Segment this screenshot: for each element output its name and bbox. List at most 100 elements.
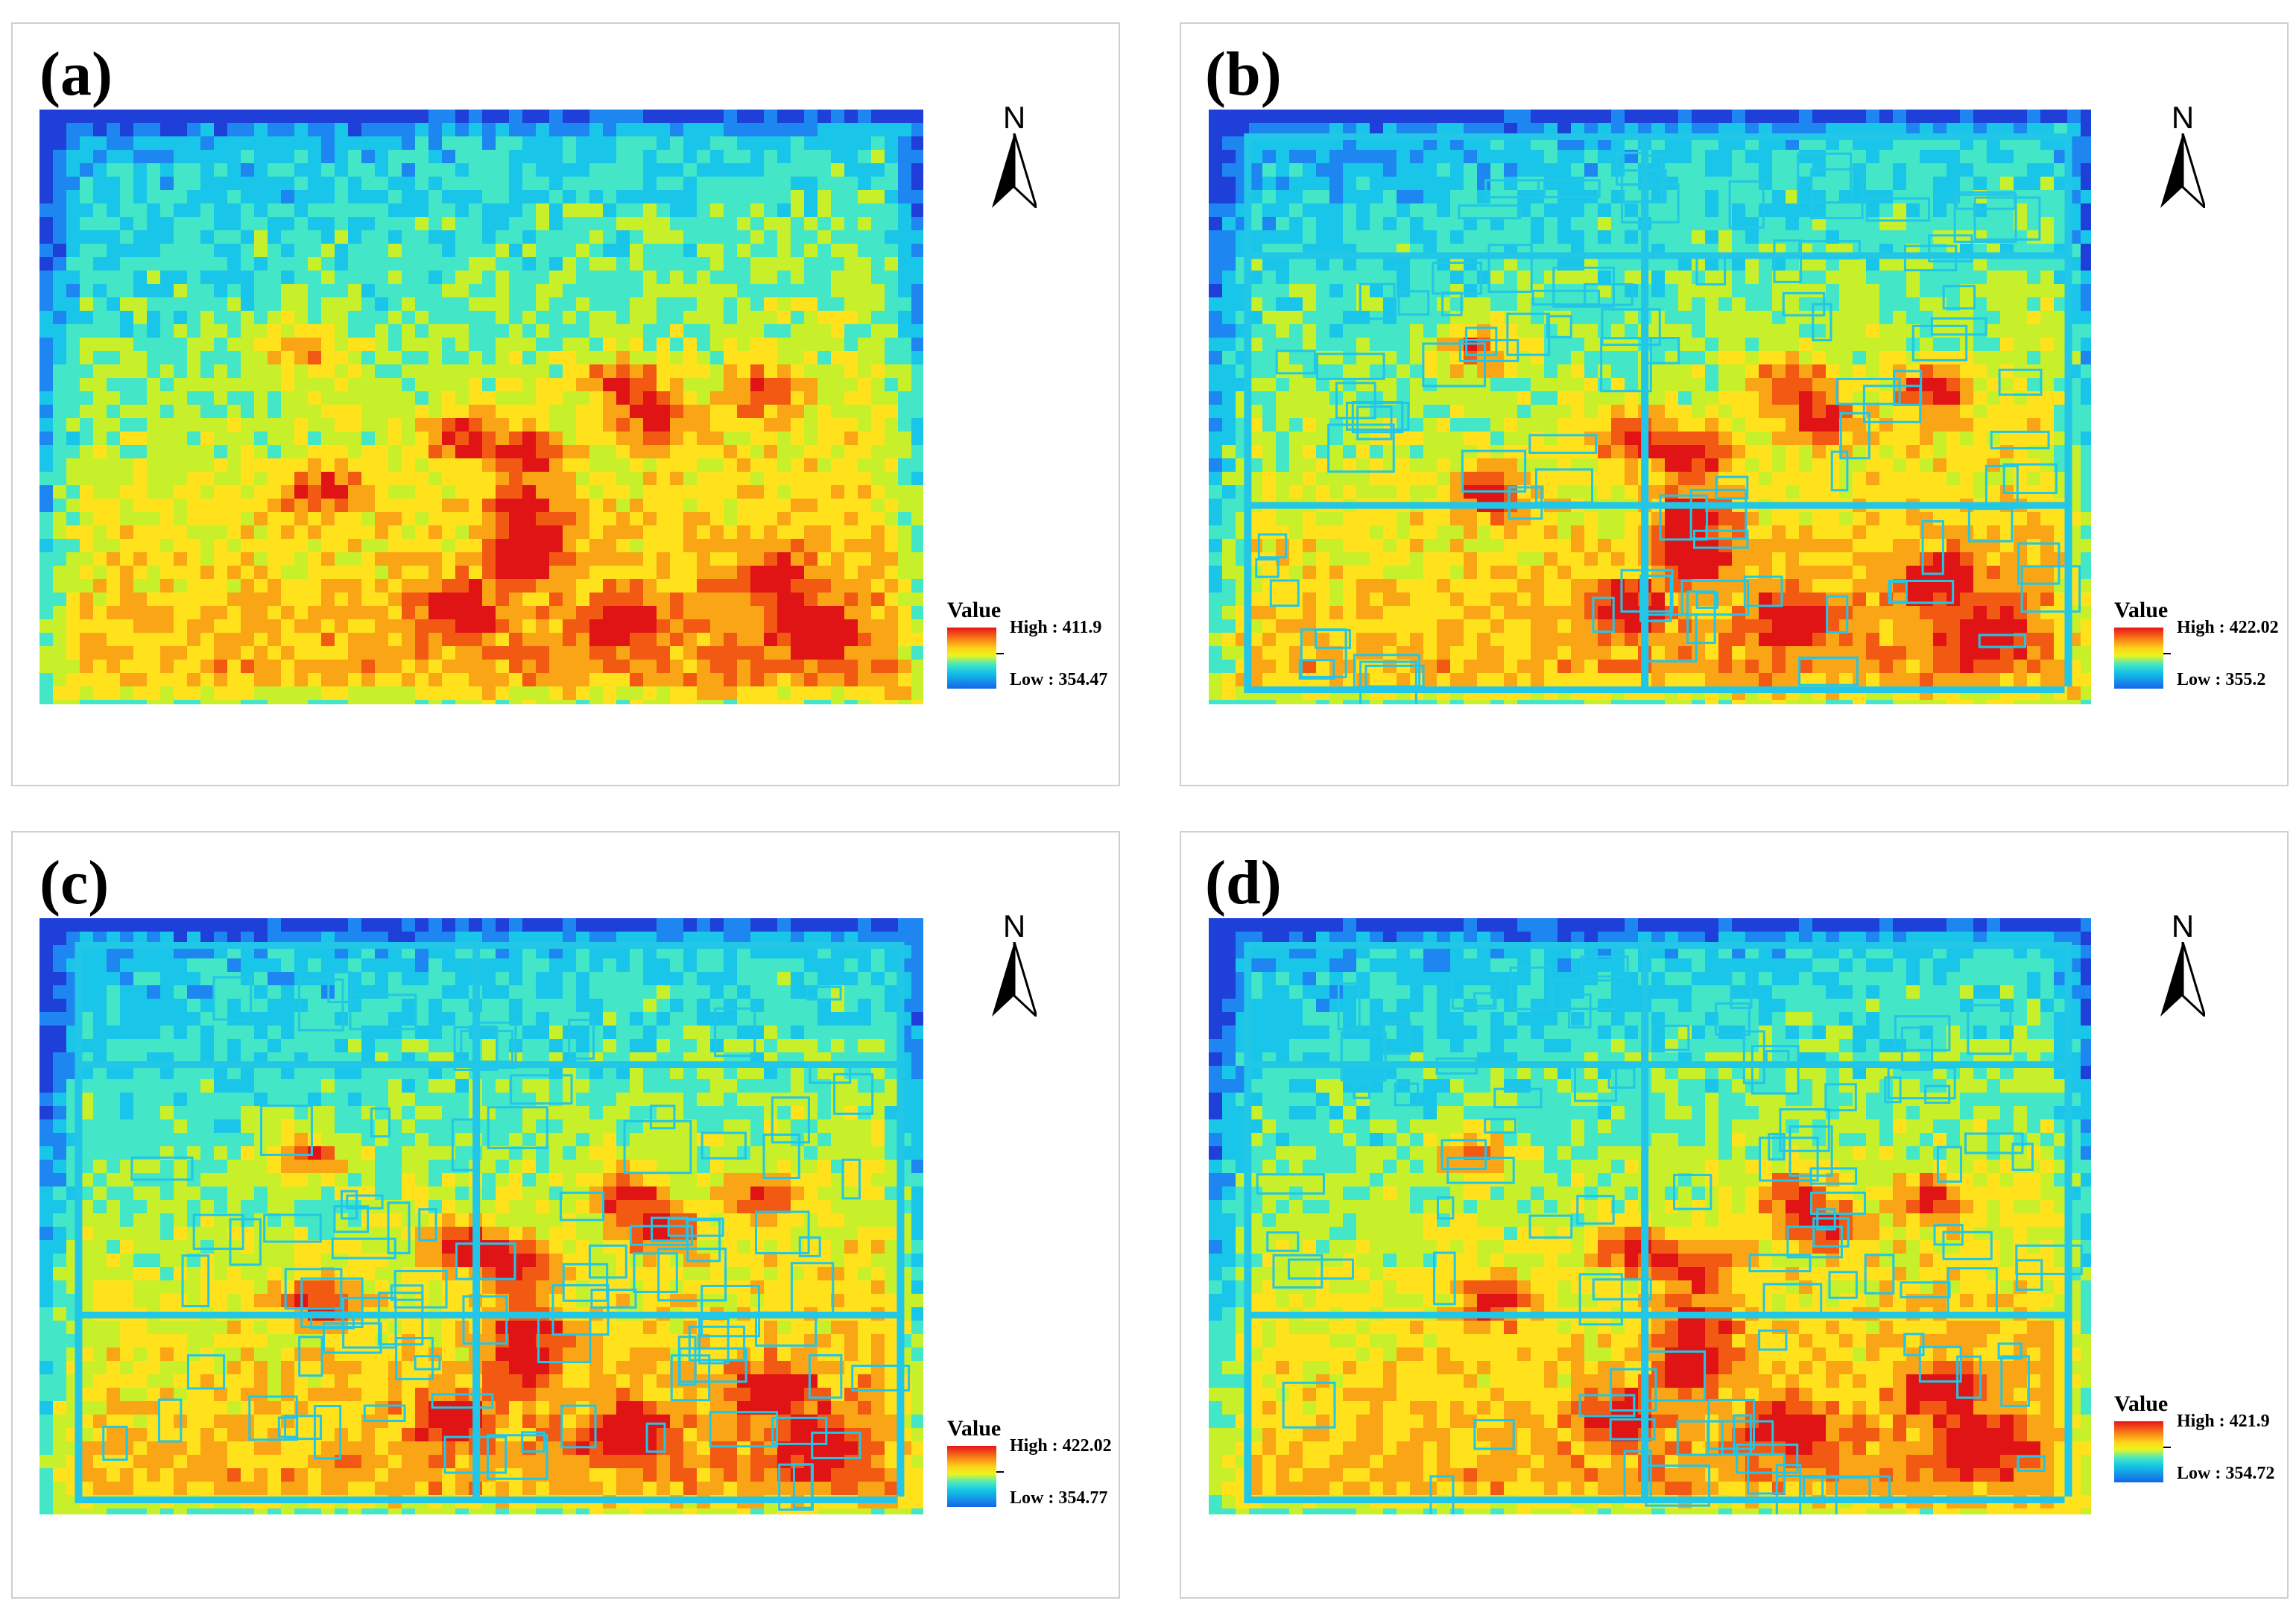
heat-cell: [549, 324, 563, 338]
heat-cell: [804, 136, 818, 151]
heat-cell: [241, 445, 255, 459]
heat-cell: [750, 271, 765, 285]
heat-cell: [1289, 364, 1303, 379]
heat-cell: [1249, 324, 1263, 338]
heat-cell: [1732, 418, 1746, 432]
heat-cell: [750, 311, 765, 325]
heat-cell: [294, 432, 309, 446]
heat-cell: [53, 203, 67, 218]
heat-cell: [442, 338, 456, 352]
heat-cell: [361, 110, 376, 124]
heat-cell: [817, 163, 832, 177]
heat-cell: [1262, 110, 1277, 124]
heat-cell: [241, 257, 255, 271]
heat-cell: [1665, 338, 1679, 352]
heat-cell: [281, 512, 295, 526]
heat-cell: [281, 700, 295, 704]
heat-cell: [791, 123, 805, 137]
heat-cell: [683, 244, 698, 258]
heat-cell: [509, 606, 523, 620]
heat-cell: [321, 499, 335, 513]
heat-cell: [1920, 472, 1934, 486]
heat-cell: [1544, 405, 1558, 419]
heat-cell: [1222, 351, 1236, 365]
heat-cell: [496, 364, 510, 379]
heat-cell: [120, 418, 134, 432]
heat-cell: [1343, 324, 1357, 338]
heat-cell: [536, 566, 550, 580]
heat-cell: [308, 458, 322, 473]
heat-cell: [428, 686, 443, 701]
heat-cell: [710, 566, 724, 580]
heat-cell: [1397, 217, 1411, 231]
heat-cell: [402, 539, 416, 553]
heat-cell: [1209, 311, 1223, 325]
heat-cell: [509, 217, 523, 231]
heat-cell: [174, 673, 188, 687]
heat-cell: [482, 646, 496, 660]
heat-cell: [455, 177, 469, 191]
heat-cell: [616, 351, 630, 365]
heat-cell: [697, 539, 711, 553]
heat-cell: [428, 593, 443, 607]
heat-cell: [1745, 297, 1759, 312]
heat-cell: [496, 418, 510, 432]
heat-cell: [616, 271, 630, 285]
heat-cell: [294, 566, 309, 580]
heat-cell: [348, 150, 362, 164]
heat-cell: [1410, 217, 1424, 231]
heat-cell: [402, 257, 416, 271]
heat-cell: [522, 512, 537, 526]
heat-cell: [93, 284, 107, 298]
heat-cell: [710, 700, 724, 704]
heat-cell: [1879, 257, 1894, 271]
heat-cell: [415, 700, 429, 704]
panel-label: (b): [1205, 40, 1282, 109]
heat-cell: [160, 163, 174, 177]
heat-cell: [643, 136, 657, 151]
heat-cell: [1303, 432, 1317, 446]
heat-cell: [589, 405, 604, 419]
heat-cell: [737, 163, 751, 177]
heat-cell: [724, 136, 738, 151]
heat-cell: [1745, 163, 1759, 177]
heat-cell: [120, 445, 134, 459]
heat-cell: [697, 458, 711, 473]
heat-cell: [522, 244, 537, 258]
heat-cell: [777, 606, 791, 620]
heat-cell: [254, 566, 268, 580]
heat-cell: [1343, 405, 1357, 419]
heat-cell: [683, 136, 698, 151]
heat-cell: [1370, 297, 1384, 312]
heat-cell: [1276, 324, 1290, 338]
heat-cell: [1879, 271, 1894, 285]
heat-cell: [871, 203, 885, 218]
heat-cell: [107, 646, 121, 660]
heat-cell: [1718, 364, 1733, 379]
heat-cell: [871, 432, 885, 446]
heat-cell: [1906, 217, 1920, 231]
heat-cell: [2054, 405, 2068, 419]
heat-cell: [1517, 271, 1531, 285]
heat-cell: [1557, 217, 1572, 231]
heat-cell: [308, 217, 322, 231]
heat-cell: [482, 539, 496, 553]
heat-cell: [160, 378, 174, 392]
heat-cell: [1651, 405, 1666, 419]
heat-cell: [348, 445, 362, 459]
heat-cell: [1598, 177, 1612, 191]
heat-cell: [1437, 432, 1451, 446]
heat-cell: [1960, 472, 1974, 486]
heat-cell: [335, 324, 349, 338]
heat-cell: [657, 338, 671, 352]
heat-cell: [1946, 163, 1961, 177]
heat-cell: [724, 110, 738, 124]
heat-cell: [415, 418, 429, 432]
heat-cell: [1799, 150, 1813, 164]
heat-cell: [831, 673, 845, 687]
heat-cell: [2040, 284, 2055, 298]
heat-cell: [683, 217, 698, 231]
heat-cell: [522, 110, 537, 124]
heat-cell: [1839, 271, 1853, 285]
heat-cell: [388, 418, 402, 432]
